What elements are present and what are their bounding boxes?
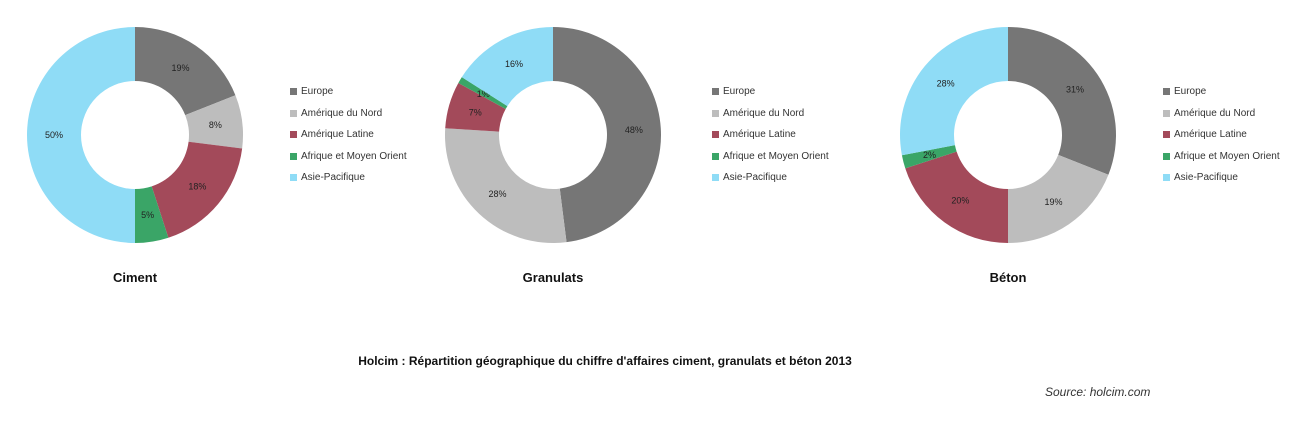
legend-swatch	[290, 152, 297, 160]
legend-item: Amérique du Nord	[712, 103, 829, 125]
source-note: Source: holcim.com	[1045, 385, 1151, 399]
legend-item: Asie-Pacifique	[712, 167, 829, 189]
legend-swatch	[712, 109, 719, 117]
legend-label: Amérique du Nord	[301, 107, 383, 119]
legend-swatch	[290, 88, 297, 96]
data-label: 50%	[45, 130, 63, 140]
data-label: 7%	[469, 107, 482, 117]
legend: Europe Amérique du Nord Amérique Latine Afr…	[290, 81, 407, 189]
legend-label: Afrique et Moyen Orient	[723, 150, 829, 162]
legend-item: Amérique Latine	[1163, 124, 1280, 146]
data-label: 28%	[489, 189, 507, 199]
data-label: 5%	[141, 210, 154, 220]
legend-swatch	[712, 174, 719, 182]
legend-item: Asie-Pacifique	[290, 167, 407, 189]
donut-slice	[901, 145, 957, 169]
legend-label: Afrique et Moyen Orient	[1174, 150, 1280, 162]
legend-item: Afrique et Moyen Orient	[712, 146, 829, 168]
donut-slice	[553, 26, 662, 243]
donut-slice	[905, 151, 1008, 243]
legend: Europe Amérique du Nord Amérique Latine Afr…	[1163, 81, 1280, 189]
donut-slice	[1008, 154, 1109, 243]
donut-slice	[445, 82, 506, 132]
legend-swatch	[712, 88, 719, 96]
chart-title: Ciment	[112, 270, 158, 285]
legend-label: Europe	[301, 86, 334, 98]
legend-item: Europe	[290, 81, 407, 103]
data-label: 1%	[477, 89, 490, 99]
legend-label: Asie-Pacifique	[1174, 172, 1238, 184]
legend-label: Amérique Latine	[1174, 129, 1247, 141]
donut-slice	[900, 27, 1008, 156]
data-label: 2%	[923, 150, 936, 160]
data-label: 18%	[188, 182, 206, 192]
legend-item: Europe	[712, 81, 829, 103]
donut-slice	[151, 141, 243, 238]
legend-label: Asie-Pacifique	[723, 172, 787, 184]
data-label: 19%	[172, 63, 190, 73]
donut-slice	[135, 27, 236, 116]
legend-label: Europe	[723, 86, 756, 98]
data-label: 19%	[1045, 197, 1063, 207]
legend-swatch	[1163, 88, 1170, 96]
main-title: Holcim : Répartition géographique du chi…	[358, 354, 852, 368]
legend-label: Amérique du Nord	[723, 107, 805, 119]
legend-swatch	[712, 131, 719, 139]
data-label: 16%	[505, 59, 523, 69]
data-label: 8%	[209, 120, 222, 130]
legend-label: Amérique Latine	[301, 129, 374, 141]
donut-slice	[1008, 27, 1116, 175]
legend-label: Europe	[1174, 86, 1207, 98]
donut-slice	[135, 186, 169, 243]
data-label: 20%	[951, 196, 969, 206]
legend-swatch	[712, 152, 719, 160]
donut-slice	[461, 27, 553, 107]
legend-item: Amérique Latine	[712, 124, 829, 146]
chart-title: Granulats	[522, 270, 584, 285]
legend-swatch	[290, 131, 297, 139]
legend-swatch	[1163, 174, 1170, 182]
donut-slice	[27, 27, 135, 243]
legend-swatch	[290, 109, 297, 117]
legend-item: Amérique Latine	[290, 124, 407, 146]
donut-slice	[444, 128, 567, 243]
legend-label: Asie-Pacifique	[301, 172, 365, 184]
data-label: 48%	[625, 125, 643, 135]
legend-label: Amérique du Nord	[1174, 107, 1256, 119]
donut-slice	[458, 77, 508, 109]
legend-item: Afrique et Moyen Orient	[290, 146, 407, 168]
legend-item: Amérique du Nord	[290, 103, 407, 125]
legend-label: Amérique Latine	[723, 129, 796, 141]
legend-item: Afrique et Moyen Orient	[1163, 146, 1280, 168]
donut-slice	[185, 95, 243, 149]
legend-swatch	[1163, 109, 1170, 117]
legend-item: Asie-Pacifique	[1163, 167, 1280, 189]
legend-swatch	[290, 174, 297, 182]
legend-item: Europe	[1163, 81, 1280, 103]
legend: Europe Amérique du Nord Amérique Latine Afr…	[712, 81, 829, 189]
legend-swatch	[1163, 152, 1170, 160]
data-label: 31%	[1066, 84, 1084, 94]
chart-title: Béton	[989, 270, 1027, 285]
legend-label: Afrique et Moyen Orient	[301, 150, 407, 162]
legend-swatch	[1163, 131, 1170, 139]
data-label: 28%	[937, 78, 955, 88]
legend-item: Amérique du Nord	[1163, 103, 1280, 125]
